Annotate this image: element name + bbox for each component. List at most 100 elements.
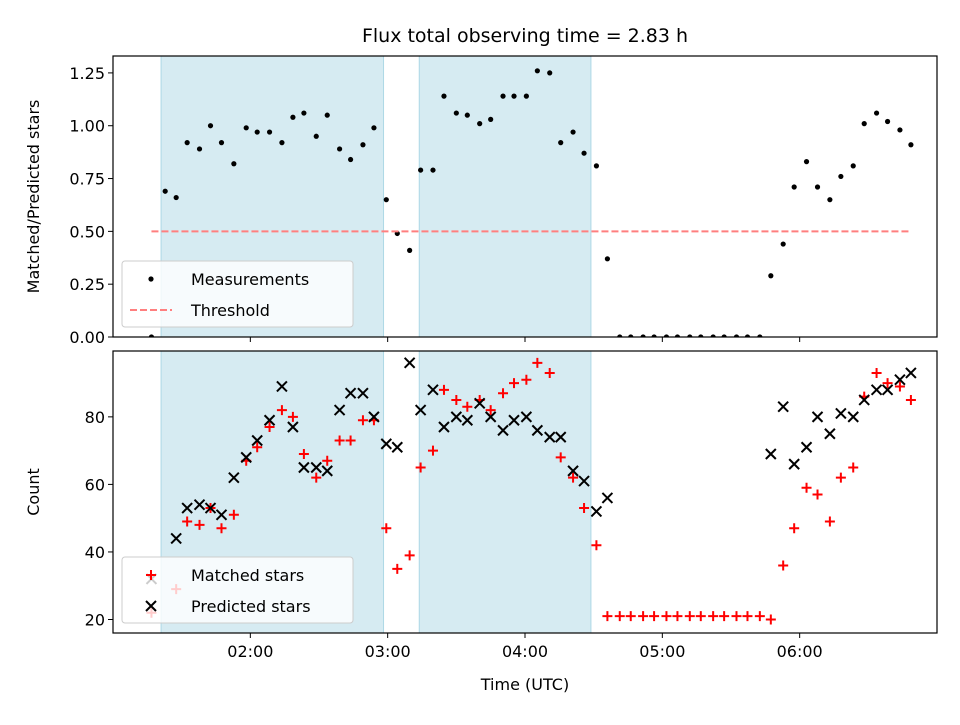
legend: Matched stars Predicted stars: [121, 556, 354, 624]
legend-marker-plus: [146, 570, 156, 580]
measurement-point: [617, 334, 623, 337]
measurement-point: [733, 334, 740, 337]
matched-stars-point: [765, 614, 776, 625]
measurement-point: [814, 184, 821, 190]
legend: Measurements Threshold: [121, 260, 354, 328]
matched-stars-point: [905, 394, 916, 405]
predicted-stars-point: [590, 505, 603, 518]
predicted-stars-point: [497, 424, 509, 437]
measurement-point: [290, 114, 296, 120]
predicted-stars-point: [531, 424, 544, 437]
panel-ratio: 0.00 0.25 0.50 0.75 1.00 1.25 Matched/Predicte…: [24, 55, 938, 347]
y-tick-label: 80: [85, 408, 105, 427]
measurement-point: [231, 161, 237, 167]
predicted-stars-point: [170, 532, 182, 545]
matched-stars-point: [311, 472, 322, 483]
measurement-point: [850, 163, 856, 169]
x-tick-label: 05:00: [639, 642, 685, 661]
measurement-point: [604, 256, 611, 262]
measurement-point: [430, 167, 436, 173]
predicted-stars-point: [578, 475, 590, 487]
matched-stars-point: [438, 384, 449, 395]
measurement-point: [651, 334, 657, 337]
matched-stars-point: [415, 462, 426, 473]
matched-stars-point: [485, 405, 496, 416]
measurement-point: [324, 112, 330, 118]
predicted-stars-point: [905, 367, 917, 379]
measurement-point: [207, 123, 214, 129]
legend-label: Matched stars: [191, 566, 304, 585]
measurement-point: [162, 188, 168, 194]
matched-stars-point: [322, 455, 333, 466]
matched-stars-point: [521, 374, 532, 385]
legend-marker-dot: [148, 276, 154, 282]
predicted-stars-point: [777, 401, 789, 413]
measurement-point: [547, 70, 553, 76]
matched-stars-point: [404, 550, 415, 561]
measurement-point: [687, 334, 693, 337]
matched-stars-point: [381, 523, 392, 534]
predicted-stars-point: [193, 498, 206, 511]
predicted-stars-point: [368, 411, 380, 423]
measurement-point: [488, 116, 494, 122]
matched-stars-point: [287, 411, 298, 422]
measurement-point: [803, 159, 810, 165]
measurement-point: [464, 112, 470, 118]
predicted-stars-point: [847, 411, 859, 423]
measurement-point: [279, 140, 285, 146]
measurement-point: [500, 93, 506, 99]
measurement-point: [173, 194, 179, 201]
predicted-stars-point: [240, 451, 252, 464]
measurement-point: [441, 93, 447, 99]
matched-stars-point: [252, 442, 263, 453]
predicted-stars-point: [835, 407, 847, 420]
y-tick-label: 0.75: [69, 170, 105, 189]
measurement-point: [581, 150, 587, 156]
plot-area: [148, 68, 914, 337]
matched-stars-point: [264, 421, 275, 432]
matched-stars-point: [695, 611, 706, 622]
y-tick-label: 40: [85, 543, 105, 562]
predicted-stars-point: [228, 471, 240, 484]
measurement-point: [337, 146, 343, 152]
matched-stars-point: [708, 611, 719, 622]
measurement-point: [570, 129, 576, 135]
matched-stars-point: [579, 503, 590, 514]
x-axis-label: Time (UTC): [480, 675, 569, 694]
matched-stars-point: [334, 435, 345, 446]
measurement-point: [757, 334, 763, 337]
matched-stars-point: [882, 378, 893, 389]
matched-stars-point: [801, 482, 812, 493]
legend-label: Measurements: [191, 270, 309, 289]
measurement-point: [780, 241, 786, 247]
predicted-stars-point: [357, 387, 369, 399]
measurement-point: [698, 334, 704, 337]
observing-interval-band: [418, 350, 592, 634]
predicted-stars-point: [520, 411, 533, 423]
matched-stars-point: [661, 611, 672, 622]
predicted-stars-point: [858, 394, 870, 406]
matched-stars-point: [848, 462, 859, 473]
predicted-stars-point: [298, 461, 310, 474]
matched-stars-point: [194, 519, 205, 530]
y-tick-label: 0.25: [69, 275, 105, 294]
matched-stars-point: [824, 516, 835, 527]
measurement-point: [477, 121, 483, 127]
measurement-point: [593, 163, 600, 169]
y-tick-label: 60: [85, 475, 105, 494]
predicted-stars-point: [310, 461, 322, 474]
matched-stars-point: [684, 611, 695, 622]
matched-stars-point: [392, 563, 403, 574]
measurement-point: [218, 140, 225, 146]
measurement-point: [791, 184, 797, 190]
measurement-point: [674, 334, 681, 337]
matched-stars-point: [614, 611, 625, 622]
measurement-point: [347, 156, 354, 163]
measurement-point: [838, 173, 844, 180]
predicted-stars-point: [461, 414, 474, 426]
predicted-stars-point: [765, 448, 777, 460]
predicted-stars-point: [414, 404, 427, 416]
matched-stars-point: [357, 415, 368, 426]
